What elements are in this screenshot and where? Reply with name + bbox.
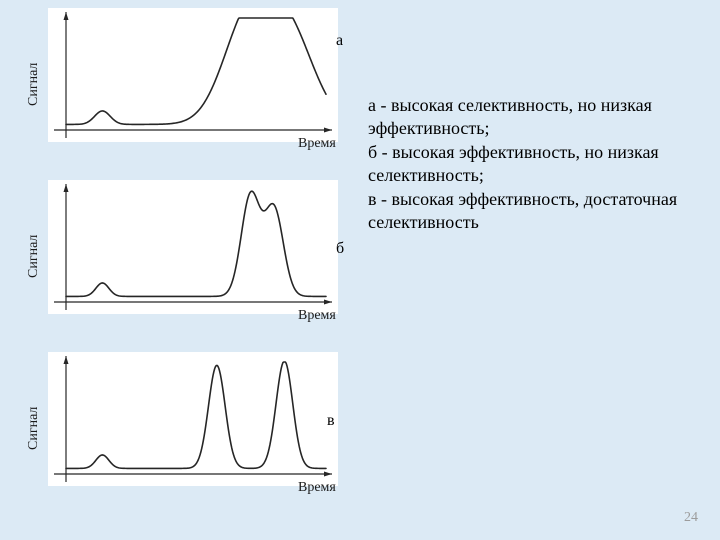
chart-panel-б: Сигнал Время б [10, 178, 350, 348]
x-axis-label: Время [298, 136, 336, 152]
chart-panel-в: Сигнал Время в [10, 350, 350, 520]
chart-svg [40, 6, 350, 146]
panel-tag: а [336, 32, 343, 50]
y-axis-label: Сигнал [26, 63, 42, 106]
x-axis-label: Время [298, 308, 336, 324]
y-axis-label: Сигнал [26, 235, 42, 278]
legend-text: а ‑ высокая селективность, но низкая эфф… [368, 94, 698, 234]
panel-tag: б [336, 240, 344, 258]
chart-svg [40, 178, 350, 318]
y-axis-label: Сигнал [26, 407, 42, 450]
x-axis-label: Время [298, 480, 336, 496]
panel-tag: в [327, 412, 335, 430]
page-number: 24 [684, 510, 698, 526]
chart-panel-а: Сигнал Время а [10, 6, 350, 176]
chart-svg [40, 350, 350, 490]
